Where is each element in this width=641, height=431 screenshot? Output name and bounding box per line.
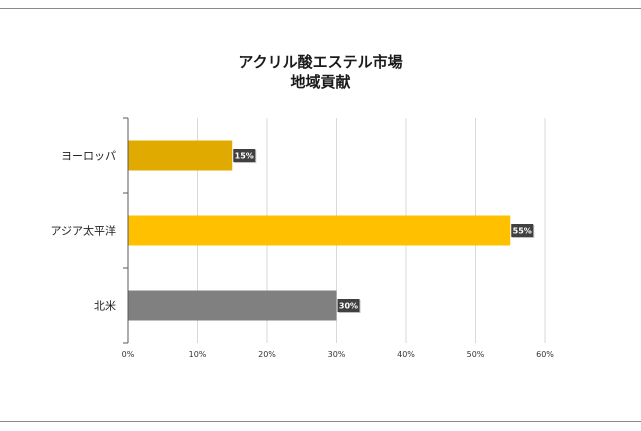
- category-label: ヨーロッパ: [61, 150, 116, 163]
- data-labels: 15% 55% 30%: [233, 149, 535, 313]
- bar: [128, 215, 511, 246]
- data-label-box: [337, 299, 360, 312]
- x-tick-label: 60%: [536, 350, 554, 359]
- data-label: 55%: [513, 227, 532, 236]
- data-label: 15%: [235, 152, 254, 161]
- x-tick-label: 50%: [467, 350, 485, 359]
- x-tick-label: 10%: [189, 350, 207, 359]
- data-label-box: [511, 224, 534, 237]
- x-tick-label: 30%: [328, 350, 346, 359]
- bar: [128, 140, 233, 171]
- x-tick-label: 20%: [258, 350, 276, 359]
- x-tick-label: 40%: [397, 350, 415, 359]
- data-label: 30%: [339, 302, 358, 311]
- top-divider: [0, 8, 641, 9]
- bottom-divider: [0, 421, 641, 422]
- data-label-box: [233, 149, 256, 162]
- category-label: アジア太平洋: [50, 224, 116, 238]
- bars: [128, 140, 511, 321]
- bar: [128, 290, 337, 321]
- chart-subtitle: 地域貢献: [290, 73, 351, 91]
- x-tick-label: 0%: [122, 350, 135, 359]
- chart-title: アクリル酸エステル市場: [238, 53, 403, 71]
- category-label: 北米: [94, 300, 116, 313]
